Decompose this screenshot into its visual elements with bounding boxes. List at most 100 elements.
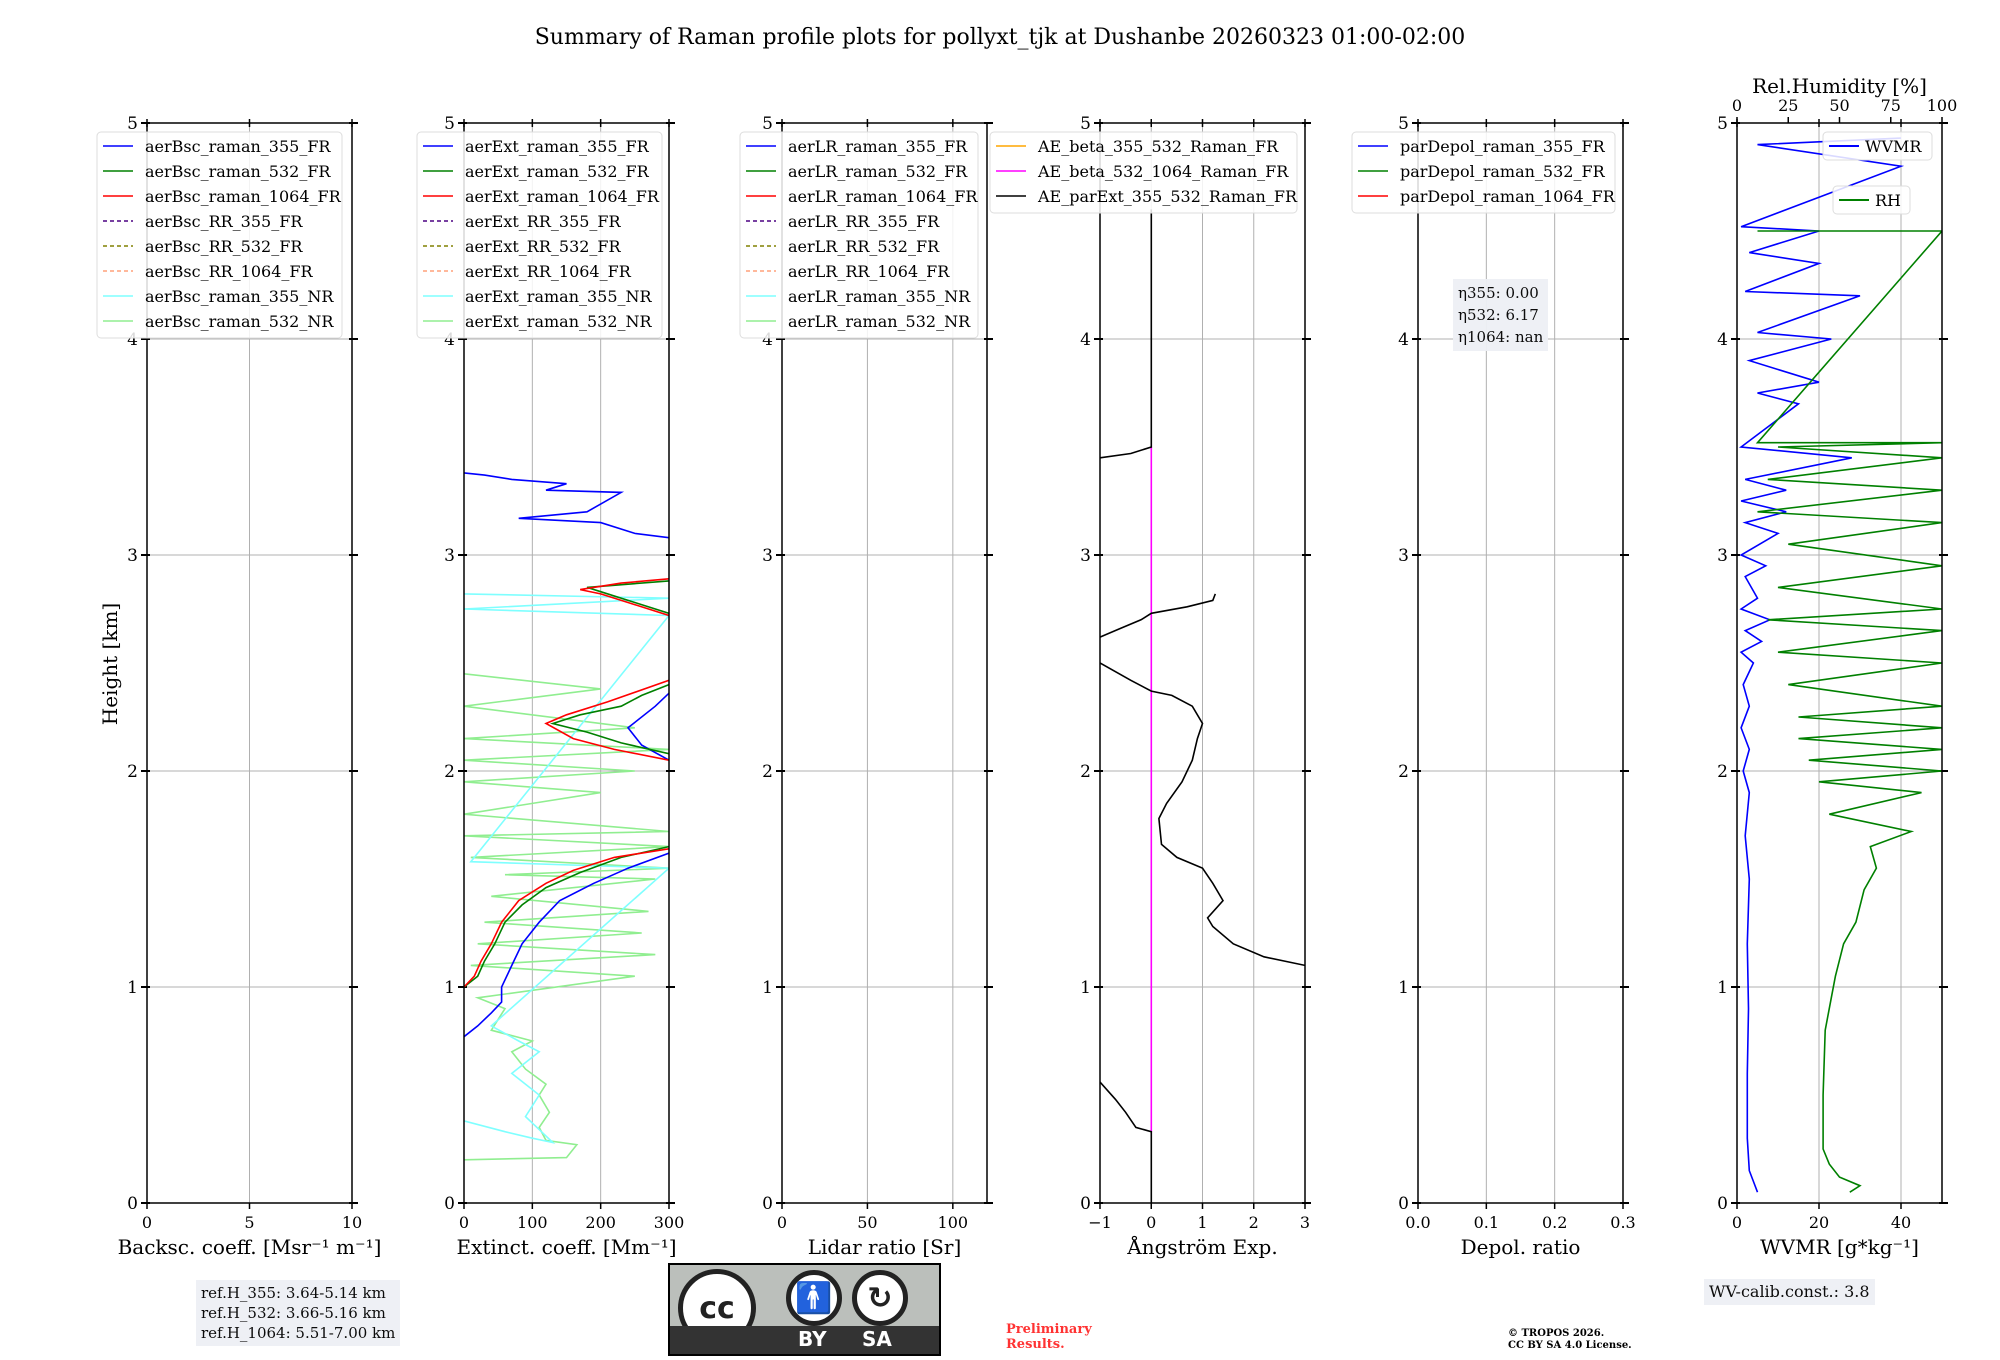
by-person-icon: 🚹 bbox=[786, 1270, 842, 1326]
legend-label: aerBsc_raman_532_FR bbox=[145, 162, 331, 181]
y-tick-label: 5 bbox=[1080, 114, 1091, 134]
y-tick-label: 3 bbox=[1717, 546, 1728, 566]
y-tick-label: 5 bbox=[762, 114, 773, 134]
legend-label: AE_beta_532_1064_Raman_FR bbox=[1037, 162, 1289, 181]
legend-box bbox=[1351, 131, 1616, 214]
y-tick-label: 2 bbox=[1080, 762, 1091, 782]
legend-wvmr: WVMR bbox=[1822, 131, 1933, 161]
top-x-tick-label: 50 bbox=[1829, 96, 1849, 115]
y-tick-label: 2 bbox=[1398, 762, 1409, 782]
top-x-tick-label: 25 bbox=[1778, 96, 1798, 115]
legend-rh: RH bbox=[1832, 185, 1911, 215]
y-tick-label: 5 bbox=[444, 114, 455, 134]
panel-2: 0 100 200 300 0 1 2 3 4 5 Extinct. coeff. [Mm⁻¹] ae… bbox=[416, 114, 684, 1259]
legend-label: aerExt_RR_532_FR bbox=[465, 237, 622, 256]
x-tick-label: 10 bbox=[342, 1213, 362, 1232]
axes-frame bbox=[1736, 122, 1943, 1204]
y-tick-label: 3 bbox=[444, 546, 455, 566]
top-x-tick-label: 75 bbox=[1881, 96, 1901, 115]
x-tick-label: 20 bbox=[1809, 1213, 1829, 1232]
series-aerExt_raman_1064_FR bbox=[464, 848, 669, 988]
sa-share-alike-icon: ↻ bbox=[852, 1270, 908, 1326]
legend-label: AE_parExt_355_532_Raman_FR bbox=[1037, 187, 1298, 206]
preliminary-note: Preliminary Results. bbox=[1006, 1322, 1092, 1352]
series-group bbox=[464, 472, 669, 1161]
x-tick-label: 1 bbox=[1197, 1213, 1207, 1232]
y-tick-label: 3 bbox=[127, 546, 138, 566]
top-x-tick-label: 0 bbox=[1732, 96, 1742, 115]
y-tick-label: 2 bbox=[762, 762, 773, 782]
x-axis-label: Extinct. coeff. [Mm⁻¹] bbox=[456, 1235, 676, 1259]
axes-frame bbox=[781, 122, 988, 1204]
series-aerExt_raman_532_FR_upper bbox=[549, 683, 669, 755]
legend-label: aerLR_raman_532_FR bbox=[788, 162, 968, 181]
legend: aerBsc_raman_355_FR aerBsc_raman_532_FRae… bbox=[96, 131, 343, 339]
y-tick-label: 0 bbox=[444, 1194, 455, 1214]
legend-label: aerExt_RR_1064_FR bbox=[465, 262, 632, 281]
y-tick-label: 4 bbox=[1398, 330, 1409, 350]
figure-title: Summary of Raman profile plots for polly… bbox=[535, 25, 1466, 50]
reference-height-box: ref.H_355: 3.64-5.14 km ref.H_532: 3.66-… bbox=[196, 1280, 401, 1346]
y-tick-label: 1 bbox=[1080, 978, 1091, 998]
legend-box bbox=[989, 131, 1298, 214]
legend-label: aerExt_raman_532_NR bbox=[465, 312, 653, 331]
series-AE_parExt_mid bbox=[1100, 662, 1305, 967]
x-tick-label: 2 bbox=[1249, 1213, 1259, 1232]
y-tick-label: 4 bbox=[444, 330, 455, 350]
y-tick-label: 0 bbox=[1717, 1194, 1728, 1214]
y-tick-label: 4 bbox=[127, 330, 138, 350]
legend-label: WVMR bbox=[1865, 137, 1922, 156]
y-tick-label: 0 bbox=[127, 1194, 138, 1214]
legend: aerLR_raman_355_FR aerLR_raman_532_FR aerL… bbox=[739, 131, 979, 339]
legend-label: aerLR_raman_532_NR bbox=[788, 312, 971, 331]
y-tick-label: 5 bbox=[1717, 114, 1728, 134]
x-tick-label: 50 bbox=[857, 1213, 877, 1232]
legend-label: aerLR_RR_1064_FR bbox=[788, 262, 950, 281]
legend-label: parDepol_raman_355_FR bbox=[1400, 137, 1606, 156]
panel-1: 0 5 10 0 1 2 3 4 5 Backsc. coeff. [Msr⁻¹ m⁻¹] aerB… bbox=[96, 114, 381, 1259]
series-RH bbox=[1755, 230, 1942, 1193]
top-x-tick-label: 100 bbox=[1927, 96, 1958, 115]
series-aerExt_raman_532_FR bbox=[464, 845, 669, 988]
legend-label: aerExt_RR_355_FR bbox=[465, 212, 622, 231]
y-tick-label: 3 bbox=[762, 546, 773, 566]
preliminary-line-2: Results. bbox=[1006, 1337, 1065, 1352]
legend-label: parDepol_raman_532_FR bbox=[1400, 162, 1606, 181]
legend-label: aerExt_raman_355_NR bbox=[465, 287, 653, 306]
x-axis-label: Lidar ratio [Sr] bbox=[808, 1235, 962, 1259]
x-tick-label: 100 bbox=[517, 1213, 548, 1232]
y-tick-label: 0 bbox=[762, 1194, 773, 1214]
x-tick-label: 0.3 bbox=[1610, 1213, 1635, 1232]
x-tick-label: 0 bbox=[777, 1213, 787, 1232]
axes-frame bbox=[146, 122, 353, 1204]
series-group bbox=[1100, 209, 1305, 1203]
panel-6: 0 20 40 0 1 2 3 4 5 WVMR [g*kg⁻¹] 0 25 50 75 100Rel.Hu… bbox=[1717, 74, 1957, 1259]
x-tick-label: 0 bbox=[142, 1213, 152, 1232]
legend-label: aerExt_raman_532_FR bbox=[465, 162, 650, 181]
y-tick-label: 4 bbox=[1717, 330, 1728, 350]
legend-label: aerBsc_raman_532_NR bbox=[145, 312, 334, 331]
legend-label: aerBsc_RR_532_FR bbox=[145, 237, 303, 256]
license-sa: SA bbox=[862, 1327, 892, 1351]
eta-355: η355: 0.00 bbox=[1458, 284, 1539, 302]
legend: aerExt_raman_355_FR aerExt_raman_532_FRae… bbox=[416, 131, 663, 339]
eta-1064: η1064: nan bbox=[1458, 328, 1544, 346]
series-WVMR bbox=[1738, 137, 1905, 1193]
eta-box: η355: 0.00 η532: 6.17 η1064: nan bbox=[1453, 279, 1549, 351]
y-tick-label: 0 bbox=[1080, 1194, 1091, 1214]
x-tick-label: 3 bbox=[1300, 1213, 1310, 1232]
axes-frame bbox=[1417, 122, 1624, 1204]
x-tick-label: 200 bbox=[585, 1213, 616, 1232]
series-aerExt_raman_532_NR bbox=[464, 673, 669, 1161]
license-by: BY bbox=[798, 1327, 827, 1351]
legend-label: RH bbox=[1875, 191, 1901, 210]
x-tick-label: −1 bbox=[1088, 1213, 1112, 1232]
copyright-note: © TROPOS 2026. CC BY SA 4.0 License. bbox=[1508, 1328, 1632, 1352]
legend-label: aerLR_raman_355_NR bbox=[788, 287, 971, 306]
y-tick-label: 1 bbox=[1717, 978, 1728, 998]
y-tick-label: 1 bbox=[127, 978, 138, 998]
legend-label: AE_beta_355_532_Raman_FR bbox=[1037, 137, 1279, 156]
series-AE_parExt_cloud bbox=[1100, 593, 1217, 638]
